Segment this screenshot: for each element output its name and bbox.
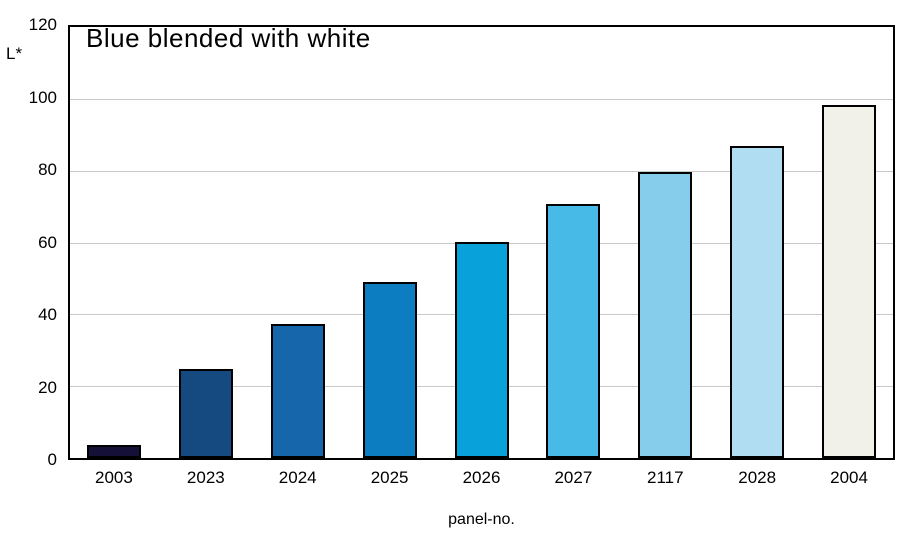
x-tick-label-2028: 2028	[738, 468, 777, 487]
bar-2024	[270, 323, 325, 458]
plot-area	[68, 25, 895, 460]
y-tick-label-120: 120	[28, 15, 57, 34]
bar-2023	[178, 369, 233, 458]
y-tick-label-80: 80	[38, 160, 57, 179]
bar-2028	[730, 146, 785, 458]
gridline-80	[70, 170, 893, 172]
x-tick-label-2023: 2023	[186, 468, 225, 487]
y-tick-label-60: 60	[38, 232, 57, 252]
y-tick-label-40: 40	[38, 305, 57, 324]
bar-2117	[638, 171, 693, 458]
x-tick-label-2025: 2025	[370, 468, 409, 487]
chart-title: Blue blended with white	[86, 23, 371, 53]
y-tick-label-100: 100	[28, 87, 57, 107]
x-tick-label-2003: 2003	[95, 468, 133, 487]
bar-2026	[454, 242, 509, 458]
x-tick-label-2024: 2024	[278, 468, 317, 487]
y-axis-title: L*	[6, 44, 23, 63]
bar-2004	[822, 104, 877, 458]
x-tick-label-2026: 2026	[462, 468, 501, 487]
bar-2027	[546, 204, 601, 458]
x-tick-label-2027: 2027	[554, 468, 593, 487]
bar-2025	[362, 282, 417, 458]
y-tick-label-20: 20	[38, 377, 57, 397]
y-tick-label-0: 0	[47, 450, 57, 469]
x-tick-label-2004: 2004	[830, 468, 868, 487]
x-tick-label-2117: 2117	[646, 468, 684, 487]
x-axis-title: panel-no.	[448, 511, 515, 528]
bar-2003	[86, 445, 141, 458]
gridline-100	[70, 98, 893, 100]
